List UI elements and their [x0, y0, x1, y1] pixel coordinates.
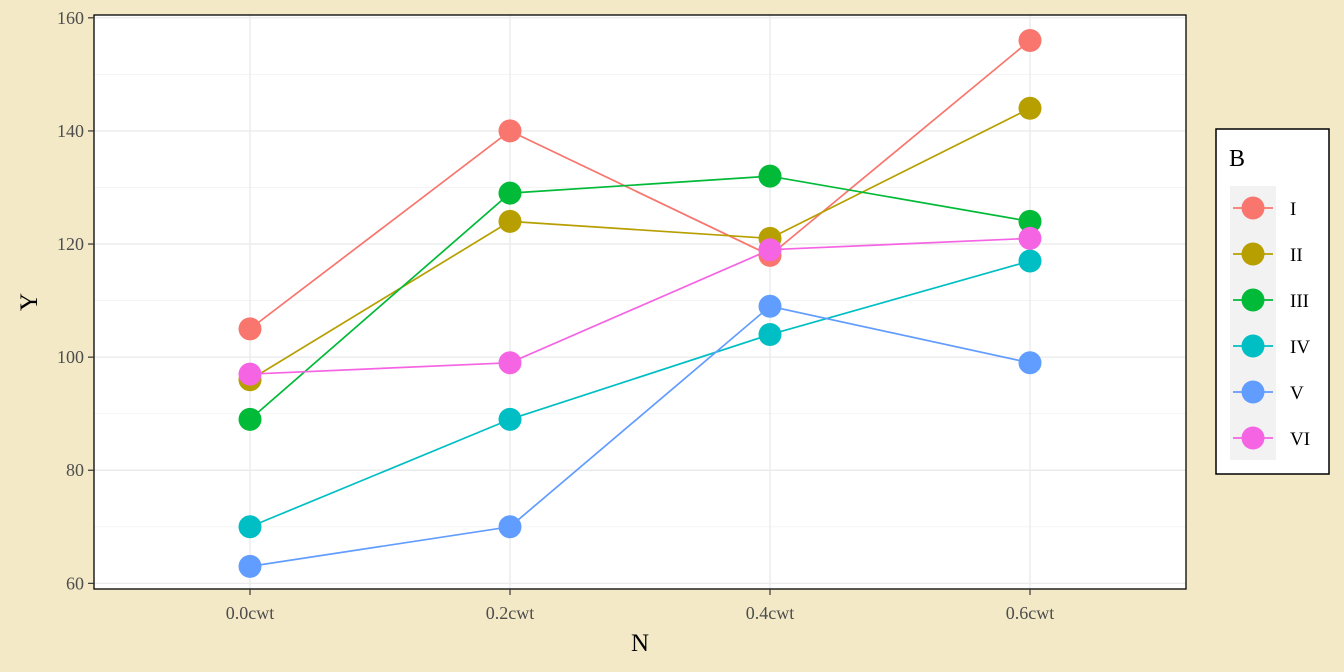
series-line-II [249, 107, 1031, 381]
data-point-V-0.4cwt [758, 294, 782, 318]
data-point-III-0.4cwt [758, 164, 782, 188]
x-tick-label: 0.4cwt [746, 603, 795, 623]
series-line-V [249, 305, 1031, 568]
data-point-IV-0.4cwt [758, 323, 782, 347]
data-point-I-0.2cwt [498, 119, 522, 143]
x-tick-label: 0.2cwt [486, 603, 535, 623]
legend-marker-III [1241, 288, 1265, 312]
data-point-VI-0.2cwt [498, 351, 522, 375]
data-point-VI-0.4cwt [758, 238, 782, 262]
data-point-V-0.0cwt [238, 554, 262, 578]
y-tick-label: 140 [57, 121, 84, 141]
series-line-VI [249, 237, 1031, 375]
plot-border [93, 14, 1187, 590]
y-tick-label: 80 [66, 460, 84, 480]
data-point-V-0.2cwt [498, 515, 522, 539]
data-point-II-0.6cwt [1018, 96, 1042, 120]
x-tick-label: 0.6cwt [1006, 603, 1055, 623]
data-point-IV-0.6cwt [1018, 249, 1042, 273]
legend-key-background [1230, 186, 1276, 460]
series-lines [249, 39, 1031, 568]
data-point-III-0.2cwt [498, 181, 522, 205]
data-point-IV-0.0cwt [238, 515, 262, 539]
data-point-II-0.2cwt [498, 209, 522, 233]
y-axis: 60 80 100 120 140 160 [57, 8, 94, 593]
data-point-VI-0.6cwt [1018, 226, 1042, 250]
data-point-III-0.0cwt [238, 407, 262, 431]
legend-marker-IV [1241, 334, 1265, 358]
series-line-I [249, 39, 1031, 330]
x-axis: 0.0cwt 0.2cwt 0.4cwt 0.6cwt [226, 589, 1055, 623]
legend-marker-VI [1241, 426, 1265, 450]
y-tick-label: 120 [57, 234, 84, 254]
data-point-III-0.6cwt [1018, 209, 1042, 233]
plot-panel [94, 15, 1186, 589]
legend-marker-I [1241, 196, 1265, 220]
legend-label-III: III [1290, 291, 1309, 312]
legend-title: B [1229, 146, 1245, 172]
y-tick-label: 100 [57, 347, 84, 367]
legend-label-V: V [1290, 383, 1304, 404]
grid-lines [94, 15, 1186, 589]
legend-marker-II [1241, 242, 1265, 266]
data-point-IV-0.2cwt [498, 407, 522, 431]
data-point-I-0.6cwt [1018, 28, 1042, 52]
series-points [238, 28, 1042, 578]
y-tick-label: 60 [66, 573, 84, 593]
data-point-VI-0.0cwt [238, 362, 262, 386]
data-point-I-0.0cwt [238, 317, 262, 341]
legend-label-IV: IV [1290, 337, 1310, 358]
data-point-V-0.6cwt [1018, 351, 1042, 375]
legend-label-II: II [1290, 245, 1303, 266]
legend-marker-V [1241, 380, 1265, 404]
legend-label-I: I [1290, 199, 1296, 220]
y-tick-label: 160 [57, 8, 84, 28]
series-line-III [249, 175, 1031, 420]
y-axis-title: Y [16, 293, 43, 311]
series-line-IV [249, 260, 1031, 528]
x-axis-title: N [631, 630, 649, 657]
legend-label-VI: VI [1290, 429, 1310, 450]
x-tick-label: 0.0cwt [226, 603, 275, 623]
